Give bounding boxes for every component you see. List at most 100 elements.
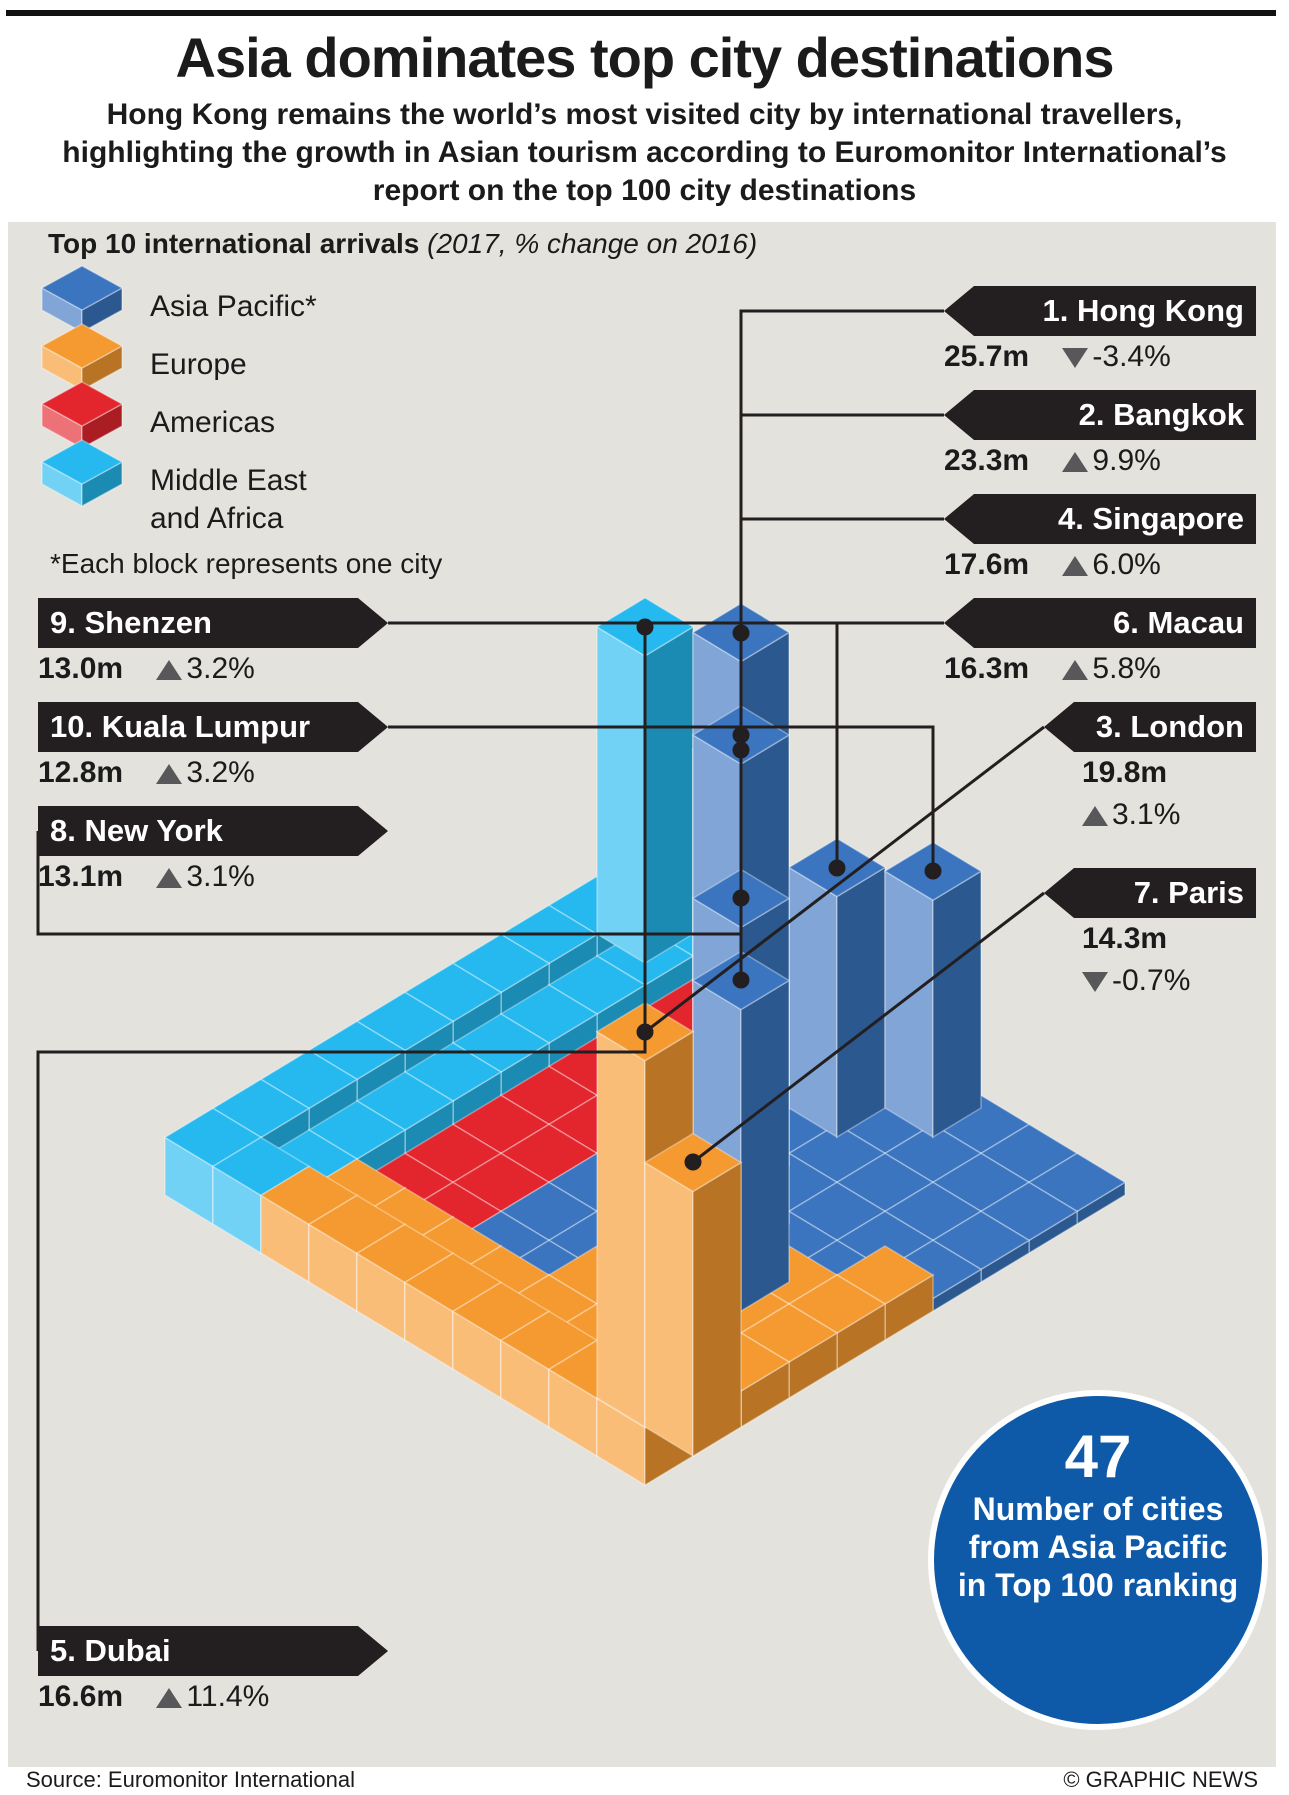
leader-dot: [828, 859, 846, 877]
city-value: 19.8m: [1082, 756, 1168, 789]
credit: © GRAPHIC NEWS: [1063, 1767, 1258, 1792]
bar-left-face: [596, 1030, 646, 1429]
city-change: 6.0%: [1092, 548, 1161, 581]
city-name: 5. Dubai: [38, 1626, 388, 1676]
label-dubai: 5. Dubai 16.6m 11.4%: [38, 1626, 388, 1718]
up-arrow-icon: [156, 1688, 183, 1709]
label-hong-kong: 1. Hong Kong 25.7m -3.4%: [944, 286, 1256, 378]
label-london: 3. London 19.8m 3.1%: [1044, 702, 1256, 836]
label-shenzen: 9. Shenzen 13.0m 3.2%: [38, 598, 388, 690]
city-change: 5.8%: [1092, 652, 1161, 685]
city-value: 13.1m: [38, 860, 124, 893]
bar-shenzen: [787, 837, 887, 1139]
label-paris: 7. Paris 14.3m -0.7%: [1044, 868, 1256, 1002]
label-kuala-lumpur: 10. Kuala Lumpur 12.8m 3.2%: [38, 702, 388, 794]
legend-label-americas: Americas: [150, 406, 276, 439]
legend-swatch: [40, 381, 124, 450]
leader-new-york: [36, 750, 743, 936]
city-change: 9.9%: [1092, 444, 1161, 477]
city-change: 3.1%: [1112, 798, 1181, 831]
city-name: 9. Shenzen: [38, 598, 388, 648]
city-name: 2. Bangkok: [944, 390, 1256, 440]
bar-left-face: [884, 869, 934, 1139]
bar-right-face: [932, 869, 982, 1139]
bar-right-face: [644, 625, 694, 965]
city-change: 3.2%: [186, 756, 255, 789]
legend-swatch-right: [81, 460, 123, 508]
label-singapore: 4. Singapore 17.6m 6.0%: [944, 494, 1256, 586]
leader-dot: [684, 1153, 702, 1171]
bar-left-face: [644, 1161, 694, 1458]
city-name: 6. Macau: [944, 598, 1256, 648]
up-arrow-icon: [1062, 660, 1089, 681]
city-change: 11.4%: [186, 1680, 270, 1713]
up-arrow-icon: [1082, 806, 1108, 827]
asia-pacific-callout: 47 Number of cities from Asia Pacific in…: [928, 1390, 1268, 1730]
callout-text: Number of cities from Asia Pacific in To…: [957, 1491, 1239, 1603]
leader-hong-kong: [739, 309, 944, 633]
leader-dot: [732, 971, 750, 989]
city-value: 13.0m: [38, 652, 124, 685]
leader-shenzen: [388, 621, 839, 868]
city-change: -0.7%: [1112, 964, 1191, 997]
city-change: -3.4%: [1092, 340, 1171, 373]
callout-number: 47: [1064, 1423, 1132, 1490]
city-name: 4. Singapore: [944, 494, 1256, 544]
down-arrow-icon: [1082, 972, 1108, 993]
leader-dot: [924, 862, 942, 880]
bar-paris: [643, 1132, 743, 1458]
city-value: 23.3m: [944, 444, 1030, 477]
down-arrow-icon: [1062, 348, 1089, 369]
legend-swatch-top: [40, 323, 124, 369]
legend-note: *Each block represents one city: [50, 548, 443, 579]
city-name: 1. Hong Kong: [944, 286, 1256, 336]
leader-dot: [636, 618, 654, 636]
up-arrow-icon: [156, 660, 183, 681]
page-subtitle: Hong Kong remains the world’s most visit…: [62, 98, 1227, 207]
label-new-york: 8. New York 13.1m 3.1%: [38, 806, 388, 898]
bar-right-face: [692, 1161, 742, 1458]
bar-kuala-lumpur: [883, 841, 983, 1139]
up-arrow-icon: [156, 764, 183, 785]
section-title: Top 10 international arrivals (2017, % c…: [48, 228, 758, 259]
footer: Source: Euromonitor International © GRAP…: [8, 1767, 1276, 1795]
city-change: 3.1%: [186, 860, 255, 893]
bar-right-face: [836, 866, 886, 1139]
leader-kuala-lumpur: [388, 725, 935, 871]
up-arrow-icon: [1062, 452, 1089, 473]
legend-swatch-top: [40, 265, 124, 311]
up-arrow-icon: [156, 868, 183, 889]
legend-swatch-top: [40, 381, 124, 427]
legend-swatch: [40, 265, 124, 334]
legend-swatch: [40, 323, 124, 392]
leader-dot: [732, 741, 750, 759]
city-value: 14.3m: [1082, 922, 1168, 955]
leader-london: [644, 725, 1045, 1034]
label-macau: 6. Macau 16.3m 5.8%: [944, 598, 1256, 690]
top-rule: [6, 10, 1276, 16]
city-name: 7. Paris: [1044, 868, 1256, 918]
leader-dubai: [36, 627, 647, 1651]
city-value: 12.8m: [38, 756, 124, 789]
legend-label-asia: Asia Pacific*: [150, 290, 317, 323]
city-value: 16.3m: [944, 652, 1030, 685]
city-value: 16.6m: [38, 1680, 124, 1713]
bar-left-face: [596, 625, 646, 965]
city-value: 25.7m: [944, 340, 1030, 373]
city-name: 3. London: [1044, 702, 1256, 752]
legend-label-mea: Middle East and Africa: [150, 464, 307, 535]
legend-label-europe: Europe: [150, 348, 247, 381]
legend-swatch-top: [40, 439, 124, 485]
bar-left-face: [788, 866, 838, 1139]
page-title: Asia dominates top city destinations: [175, 26, 1115, 89]
leader-paris: [692, 891, 1045, 1164]
city-name: 10. Kuala Lumpur: [38, 702, 388, 752]
legend-swatch: [40, 439, 124, 508]
label-bangkok: 2. Bangkok 23.3m 9.9%: [944, 390, 1256, 482]
bar-right-face: [740, 979, 790, 1313]
source-note: Source: Euromonitor International: [26, 1767, 355, 1792]
city-value: 17.6m: [944, 548, 1030, 581]
up-arrow-icon: [1062, 556, 1089, 577]
city-change: 3.2%: [186, 652, 255, 685]
